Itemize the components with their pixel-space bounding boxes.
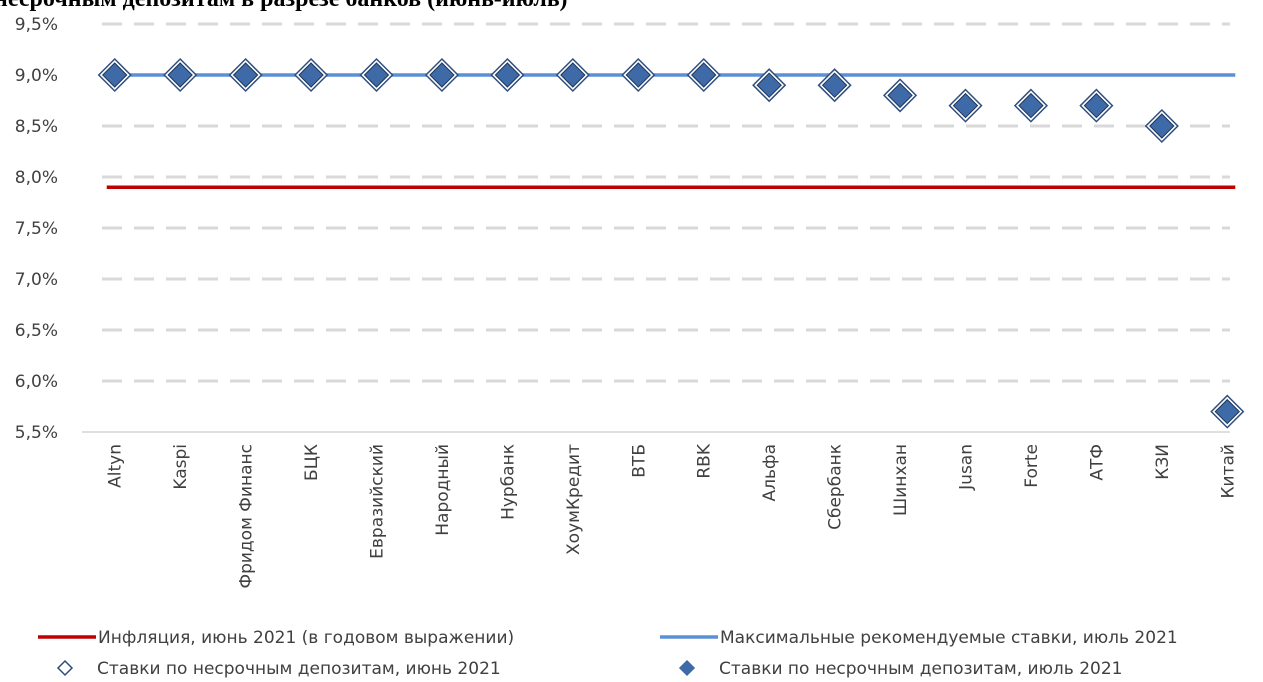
marker-july: [232, 62, 259, 88]
legend: Инфляция, июнь 2021 (в годовом выражении…: [38, 628, 1178, 679]
marker-july: [1083, 92, 1110, 119]
x-tick-label: Jusan: [957, 444, 977, 491]
legend-label: Максимальные рекомендуемые ставки, июль …: [720, 628, 1178, 648]
x-tick-label: Kaspi: [171, 444, 191, 490]
y-axis-ticks: 5,5% 6,0% 6,5% 7,0% 7,5% 8,0% 8,5% 9,0% 9,5%: [15, 15, 58, 443]
y-tick-label: 8,5%: [15, 117, 58, 137]
marker-july: [1214, 398, 1240, 425]
marker-july: [691, 62, 717, 88]
marker-july: [494, 62, 521, 88]
grid-lines: [102, 22, 1230, 383]
marker-july: [167, 62, 193, 88]
y-tick-label: 5,5%: [15, 423, 58, 443]
marker-july: [887, 82, 913, 109]
data-markers: [97, 57, 1245, 429]
x-tick-label: Сбербанк: [826, 444, 846, 530]
marker-july: [952, 92, 979, 119]
marker-july: [1018, 92, 1044, 119]
y-tick-label: 8,0%: [15, 168, 58, 188]
x-tick-label: Евразийский: [368, 444, 388, 559]
x-tick-label: ВТБ: [629, 444, 649, 478]
x-tick-label: КЗИ: [1153, 444, 1173, 480]
legend-label: Ставки по несрочным депозитам, июль 2021: [719, 659, 1122, 679]
marker-july: [1149, 113, 1175, 139]
legend-label: Инфляция, июнь 2021 (в годовом выражении…: [98, 628, 514, 648]
marker-july: [363, 62, 390, 88]
x-tick-label: Шинхан: [891, 444, 911, 516]
x-tick-label: Альфа: [760, 444, 780, 501]
marker-july: [102, 62, 128, 88]
x-tick-label: RBK: [695, 443, 715, 478]
legend-label: Ставки по несрочным депозитам, июнь 2021: [97, 659, 501, 679]
x-tick-label: Altyn: [106, 444, 126, 488]
marker-july: [298, 62, 324, 88]
marker-july: [429, 62, 455, 88]
y-tick-label: 6,0%: [15, 372, 58, 392]
x-tick-label: Народный: [433, 444, 453, 536]
x-tick-label: Фридом Финанс: [237, 444, 257, 589]
marker-july: [625, 62, 651, 88]
legend-swatch: [678, 659, 696, 677]
x-tick-label: Forte: [1022, 444, 1042, 488]
y-tick-label: 9,5%: [15, 15, 58, 35]
chart-title: график 4. Ставки по несрочным депозитам …: [0, 0, 568, 12]
marker-july: [821, 72, 848, 98]
marker-july: [756, 72, 782, 98]
x-tick-label: БЦК: [302, 444, 322, 481]
x-tick-label: Нурбанк: [498, 444, 518, 520]
marker-july: [560, 62, 586, 88]
x-axis-ticks: Altyn Kaspi Фридом Финанс БЦК Евразийский Нар…: [106, 443, 1239, 588]
y-tick-label: 7,0%: [15, 270, 58, 290]
series-lines: [106, 73, 1236, 189]
y-tick-label: 9,0%: [15, 66, 58, 86]
y-tick-label: 7,5%: [15, 219, 58, 239]
legend-swatch: [56, 659, 74, 677]
x-tick-label: Китай: [1218, 444, 1238, 499]
x-tick-label: ХоумКредит: [564, 444, 584, 555]
y-tick-label: 6,5%: [15, 321, 58, 341]
x-tick-label: АТФ: [1087, 444, 1107, 481]
